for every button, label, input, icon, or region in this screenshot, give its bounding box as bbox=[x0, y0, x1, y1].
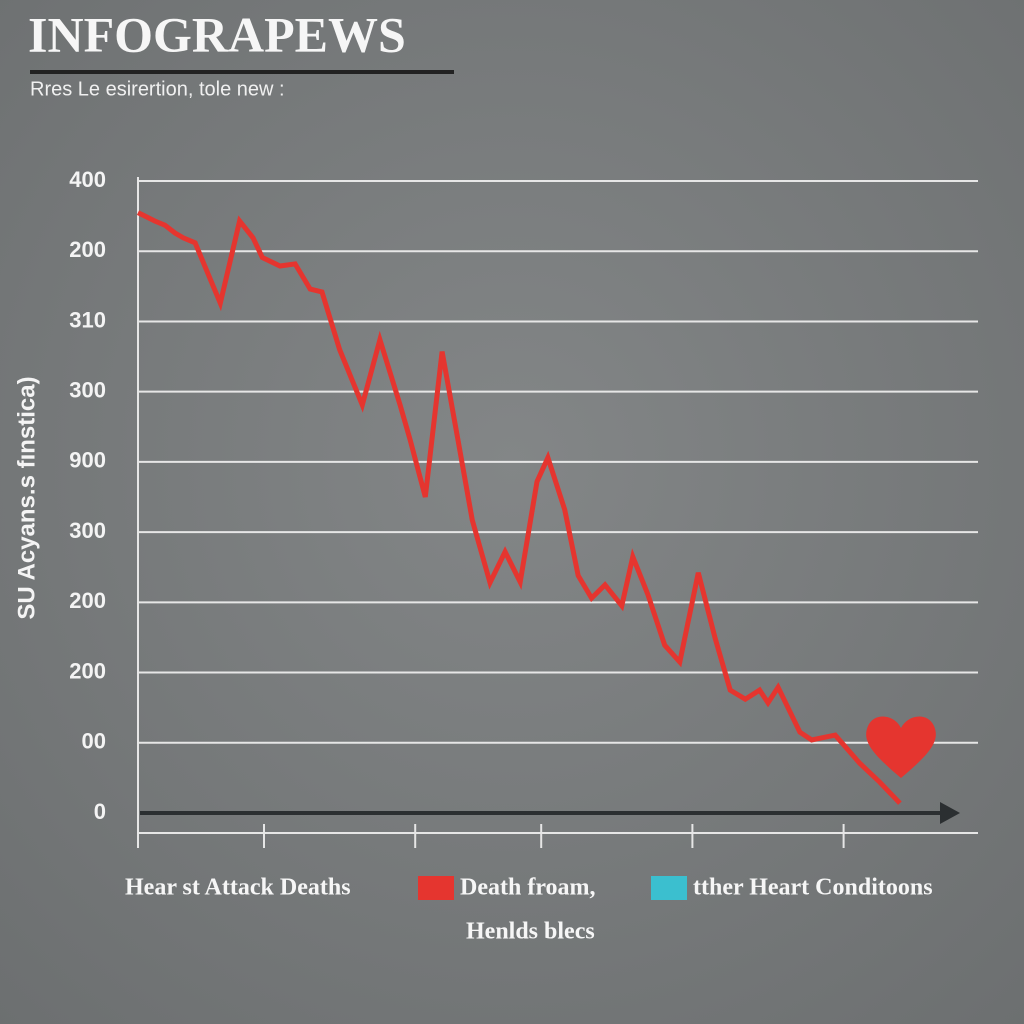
y-tick-label: 400 bbox=[69, 167, 106, 192]
y-tick-label: 300 bbox=[69, 518, 106, 543]
x-axis-arrow bbox=[940, 802, 960, 824]
y-tick-label: 300 bbox=[69, 377, 106, 402]
y-tick-label: 200 bbox=[69, 658, 106, 683]
chart-subtitle: Rres Le esirertion, tole new : bbox=[30, 78, 285, 100]
heart-icon bbox=[866, 716, 936, 778]
y-tick-label: 200 bbox=[69, 588, 106, 613]
legend-label: tther Heart Conditoons bbox=[693, 875, 933, 901]
legend-note: Henlds blecs bbox=[466, 919, 595, 945]
y-tick-label: 0 bbox=[94, 799, 106, 824]
legend-swatch bbox=[418, 876, 454, 900]
legend-swatch bbox=[651, 876, 687, 900]
legend: Hear st Attack Deaths Death froam, tther H… bbox=[125, 875, 933, 945]
chart-title: INFOGRAPEWS bbox=[28, 6, 406, 62]
y-tick-label: 00 bbox=[82, 729, 106, 754]
y-tick-label: 900 bbox=[69, 448, 106, 473]
title-rule bbox=[30, 70, 454, 74]
data-line bbox=[136, 210, 902, 805]
legend-label: Hear st Attack Deaths bbox=[125, 875, 351, 901]
legend-label: Death froam, bbox=[460, 875, 596, 901]
y-axis-label: SU Acyans.s fınstica) bbox=[13, 376, 40, 619]
y-tick-label: 310 bbox=[69, 307, 106, 332]
y-tick-label: 200 bbox=[69, 237, 106, 262]
